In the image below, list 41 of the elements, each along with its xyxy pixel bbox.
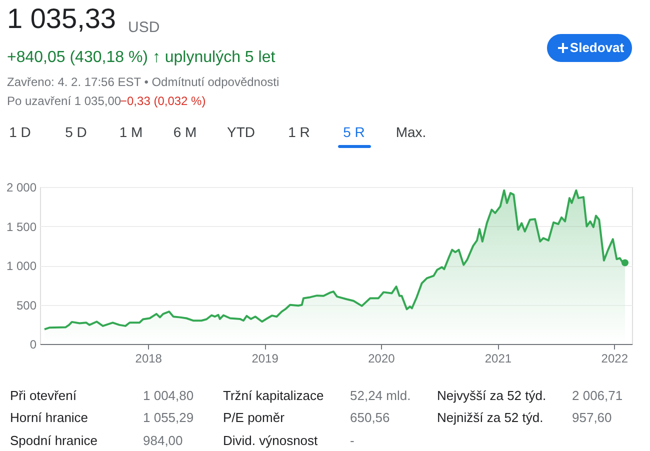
text: 5 D <box>65 124 87 140</box>
x-tick-label: 2021 <box>484 352 512 366</box>
text: 984,00 <box>143 433 183 448</box>
text: 957,60 <box>572 410 612 425</box>
text: Divid. výnosnost <box>223 433 318 448</box>
text: YTD <box>227 124 255 140</box>
text: 1 004,80 <box>143 388 194 403</box>
text: Nejvyšší za 52 týd. <box>437 388 546 403</box>
y-tick-label: 1 500 <box>6 220 37 234</box>
text: USD <box>128 19 160 36</box>
y-tick-label: 0 <box>30 338 37 352</box>
x-tick-label: 2020 <box>368 352 396 366</box>
text: P/E poměr <box>223 410 286 425</box>
text: Tržní kapitalizace <box>223 388 324 403</box>
text: Horní hranice <box>10 410 88 425</box>
text: Nejnižší za 52 týd. <box>437 410 544 425</box>
text: 1 D <box>9 124 31 140</box>
text: Po uzavření 1 035,00 <box>7 94 122 108</box>
text: Při otevření <box>10 388 77 403</box>
text: 6 M <box>173 124 197 140</box>
text: Sledovat <box>570 40 625 55</box>
text: +840,05 (430,18 %) ↑ uplynulých 5 let <box>7 49 276 66</box>
y-tick-label: 1 000 <box>6 259 37 273</box>
text: 5 R <box>343 124 365 140</box>
text: 1 055,29 <box>143 410 194 425</box>
x-tick-label: 2019 <box>252 352 279 366</box>
text: −0,33 (0,032 %) <box>120 94 206 108</box>
text: 2 006,71 <box>572 388 623 403</box>
x-tick-label: 2022 <box>601 352 628 366</box>
y-tick-label: 500 <box>16 298 37 312</box>
text: Spodní hranice <box>10 433 98 448</box>
text: 1 R <box>288 124 310 140</box>
text: - <box>350 433 354 448</box>
y-tick-label: 2 000 <box>6 180 37 194</box>
text: Max. <box>396 124 426 140</box>
text: Zavřeno: 4. 2. 17:56 EST • Odmítnutí odpovědnosti <box>7 75 280 89</box>
text: 1 035,33 <box>7 3 116 34</box>
x-tick-label: 2018 <box>135 352 162 366</box>
text: 1 M <box>119 124 143 140</box>
text: 52,24 mld. <box>350 388 411 403</box>
text: 650,56 <box>350 410 390 425</box>
